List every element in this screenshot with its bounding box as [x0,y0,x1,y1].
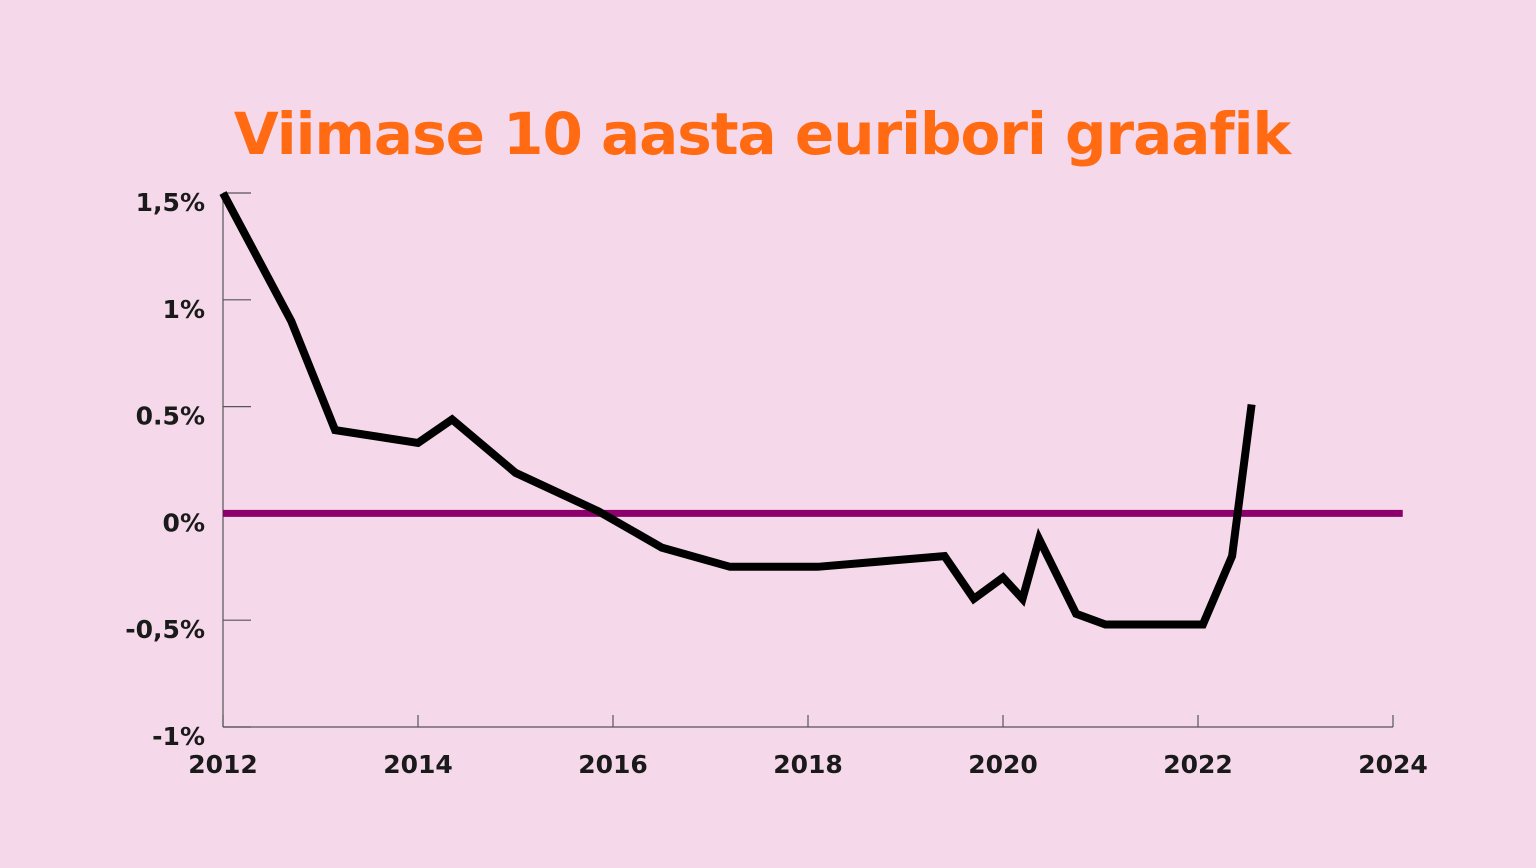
y-tick-label: 1,5% [136,188,205,217]
series-line-euribor [223,193,1252,625]
y-tick-label: -0,5% [125,615,205,644]
x-tick-label: 2012 [188,750,258,779]
x-tick-label: 2014 [383,750,453,779]
y-tick-label: 0.5% [136,402,205,431]
x-tick-label: 2020 [968,750,1038,779]
x-tick-label: 2024 [1358,750,1428,779]
y-tick-label: -1% [152,722,205,751]
y-tick-label: 1% [163,295,205,324]
series-group [223,193,1252,625]
chart-title: Viimase 10 aasta euribori graafik [234,100,1293,168]
axes: 1,5% 1% 0.5% 0% -0,5% -1%2012 2014 2016 2018 2020… [125,188,1428,779]
x-tick-label: 2016 [578,750,648,779]
x-tick-label: 2018 [773,750,843,779]
x-tick-label: 2022 [1163,750,1233,779]
y-tick-label: 0% [163,508,205,537]
